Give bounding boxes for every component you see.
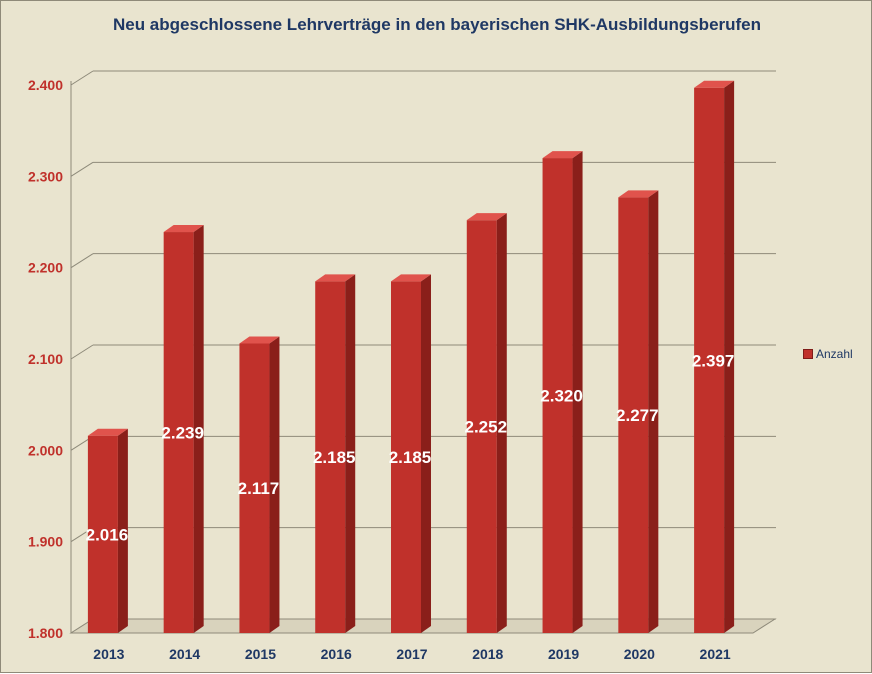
bar-side — [193, 225, 204, 633]
data-label: 2.320 — [540, 387, 583, 406]
bar-side — [117, 428, 128, 633]
bar-top — [618, 190, 659, 198]
x-tick-label: 2013 — [93, 646, 124, 662]
data-label: 2.185 — [389, 448, 432, 467]
bar — [391, 281, 421, 633]
legend-label: Anzahl — [816, 347, 853, 361]
bar-top — [391, 274, 431, 282]
y-tick-label: 2.300 — [28, 168, 63, 184]
y-tick-label: 2.100 — [28, 351, 63, 367]
y-tick-label: 1.900 — [28, 534, 63, 550]
bar-side — [269, 336, 280, 633]
bar-top — [694, 80, 735, 88]
bar — [163, 232, 194, 633]
x-tick-label: 2018 — [472, 646, 503, 662]
x-tick-label: 2015 — [245, 646, 276, 662]
bar-side — [724, 80, 735, 634]
data-label: 2.016 — [86, 525, 129, 544]
bar-side — [345, 274, 356, 633]
y-tick-label: 1.800 — [28, 625, 63, 641]
y-tick-label: 2.000 — [28, 442, 63, 458]
chart-title: Neu abgeschlossene Lehrverträge in den b… — [112, 15, 762, 34]
x-tick-label: 2019 — [548, 646, 579, 662]
data-label: 2.239 — [161, 424, 204, 443]
bar-side — [572, 151, 583, 634]
grid-line — [70, 253, 94, 269]
x-tick-label: 2016 — [321, 646, 352, 662]
data-label: 2.277 — [616, 406, 659, 425]
bar — [618, 197, 649, 633]
bar-top — [239, 336, 280, 344]
data-label: 2.117 — [238, 479, 280, 498]
grid-line — [70, 161, 94, 177]
data-label: 2.252 — [465, 418, 508, 437]
bar-side — [496, 213, 507, 633]
bar-top — [542, 151, 583, 159]
x-tick-label: 2017 — [396, 646, 427, 662]
grid-line — [70, 70, 94, 86]
legend: Anzahl — [803, 347, 853, 361]
y-tick-label: 2.400 — [28, 77, 63, 93]
bar — [87, 435, 118, 633]
y-tick-label: 2.200 — [28, 260, 63, 276]
bar-side — [648, 190, 659, 633]
x-tick-label: 2020 — [624, 646, 655, 662]
bar — [466, 220, 497, 633]
data-label: 2.397 — [692, 351, 735, 370]
data-label: 2.185 — [313, 448, 356, 467]
bar — [694, 87, 725, 634]
bar-side — [421, 274, 431, 633]
bar-top — [87, 428, 128, 436]
bar-top — [163, 225, 204, 233]
bar-top — [315, 274, 356, 282]
bar-top — [466, 213, 507, 221]
x-tick-label: 2021 — [700, 646, 731, 662]
grid-line — [70, 344, 94, 360]
bar — [315, 281, 346, 633]
bar — [239, 343, 270, 633]
legend-swatch — [803, 349, 813, 359]
x-tick-label: 2014 — [169, 646, 200, 662]
bar — [542, 158, 573, 634]
